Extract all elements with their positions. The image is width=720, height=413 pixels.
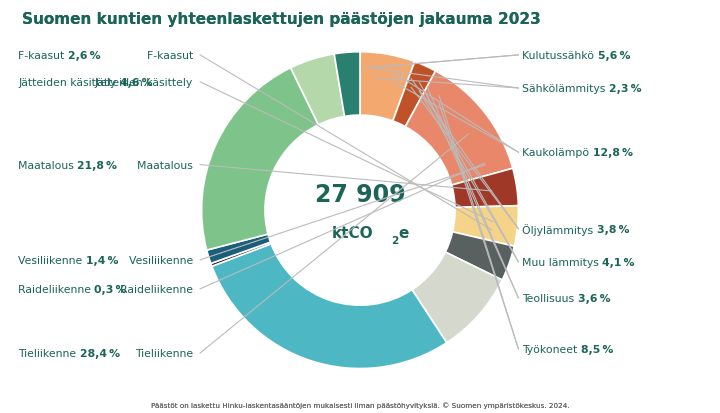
Wedge shape — [451, 169, 518, 208]
Wedge shape — [360, 52, 415, 122]
Text: Tieliikenne: Tieliikenne — [18, 348, 80, 358]
Text: 2: 2 — [391, 236, 398, 246]
Wedge shape — [445, 232, 514, 280]
Text: 0,3 %: 0,3 % — [94, 284, 127, 294]
Text: F-kaasut: F-kaasut — [147, 51, 197, 61]
Wedge shape — [212, 244, 446, 369]
Text: 8,5 %: 8,5 % — [581, 344, 613, 354]
Text: Teollisuus: Teollisuus — [522, 293, 577, 303]
Text: Tieliikenne: Tieliikenne — [135, 348, 197, 358]
Text: 2,6 %: 2,6 % — [68, 51, 100, 61]
Text: Maatalous: Maatalous — [18, 160, 77, 170]
Text: Suomen kuntien yhteenlaskettujen päästöjen jakauma 2023: Suomen kuntien yhteenlaskettujen päästöj… — [22, 12, 540, 27]
Text: Suomen kuntien yhteenlaskettujen päästöjen jakauma 2023: Suomen kuntien yhteenlaskettujen päästöj… — [22, 12, 540, 27]
Text: Kulutussähkö: Kulutussähkö — [522, 51, 598, 61]
Text: 2,3 %: 2,3 % — [609, 84, 642, 94]
Text: 4,1 %: 4,1 % — [603, 257, 635, 267]
Text: 1,4 %: 1,4 % — [86, 255, 118, 265]
Text: ktCO: ktCO — [331, 225, 373, 240]
Text: 21,8 %: 21,8 % — [77, 160, 117, 170]
Text: Työkoneet: Työkoneet — [522, 344, 581, 354]
Text: Vesiliikenne: Vesiliikenne — [18, 255, 86, 265]
Text: Raideliikenne: Raideliikenne — [18, 284, 94, 294]
Text: Kaukolämpö: Kaukolämpö — [522, 148, 593, 158]
Text: e: e — [399, 225, 409, 240]
Wedge shape — [453, 206, 518, 247]
Wedge shape — [207, 235, 271, 264]
Wedge shape — [412, 252, 502, 343]
Text: Muu lämmitys: Muu lämmitys — [522, 257, 603, 267]
Text: 12,8 %: 12,8 % — [593, 148, 633, 158]
Text: Sähkölämmitys: Sähkölämmitys — [522, 84, 609, 94]
Text: 28,4 %: 28,4 % — [80, 348, 120, 358]
Wedge shape — [202, 69, 318, 251]
Text: 3,8 %: 3,8 % — [597, 224, 629, 234]
Wedge shape — [334, 52, 360, 117]
Wedge shape — [393, 62, 436, 127]
Wedge shape — [291, 55, 344, 126]
Text: 4,6 %: 4,6 % — [120, 78, 153, 88]
Text: Jätteiden käsittely: Jätteiden käsittely — [18, 78, 120, 88]
Text: Raideliikenne: Raideliikenne — [120, 284, 197, 294]
Text: F-kaasut: F-kaasut — [18, 51, 68, 61]
Text: 5,6 %: 5,6 % — [598, 51, 630, 61]
Text: Päästöt on laskettu Hinku-laskentasääntöjen mukaisesti ilman päästöhyvityksiä. ©: Päästöt on laskettu Hinku-laskentasääntö… — [150, 401, 570, 408]
Text: Jätteiden käsittely: Jätteiden käsittely — [95, 78, 197, 88]
Wedge shape — [405, 72, 513, 185]
Text: Öljylämmitys: Öljylämmitys — [522, 223, 597, 235]
Text: Vesiliikenne: Vesiliikenne — [129, 255, 197, 265]
Text: 3,6 %: 3,6 % — [577, 293, 611, 303]
Wedge shape — [211, 242, 271, 267]
Text: 27 909: 27 909 — [315, 183, 405, 207]
Text: Päästöt on laskettu Hinku-laskentasääntöjen mukaisesti ilman päästöhyvityksiä. ©: Päästöt on laskettu Hinku-laskentasääntö… — [150, 401, 570, 408]
Text: Maatalous: Maatalous — [138, 160, 197, 170]
